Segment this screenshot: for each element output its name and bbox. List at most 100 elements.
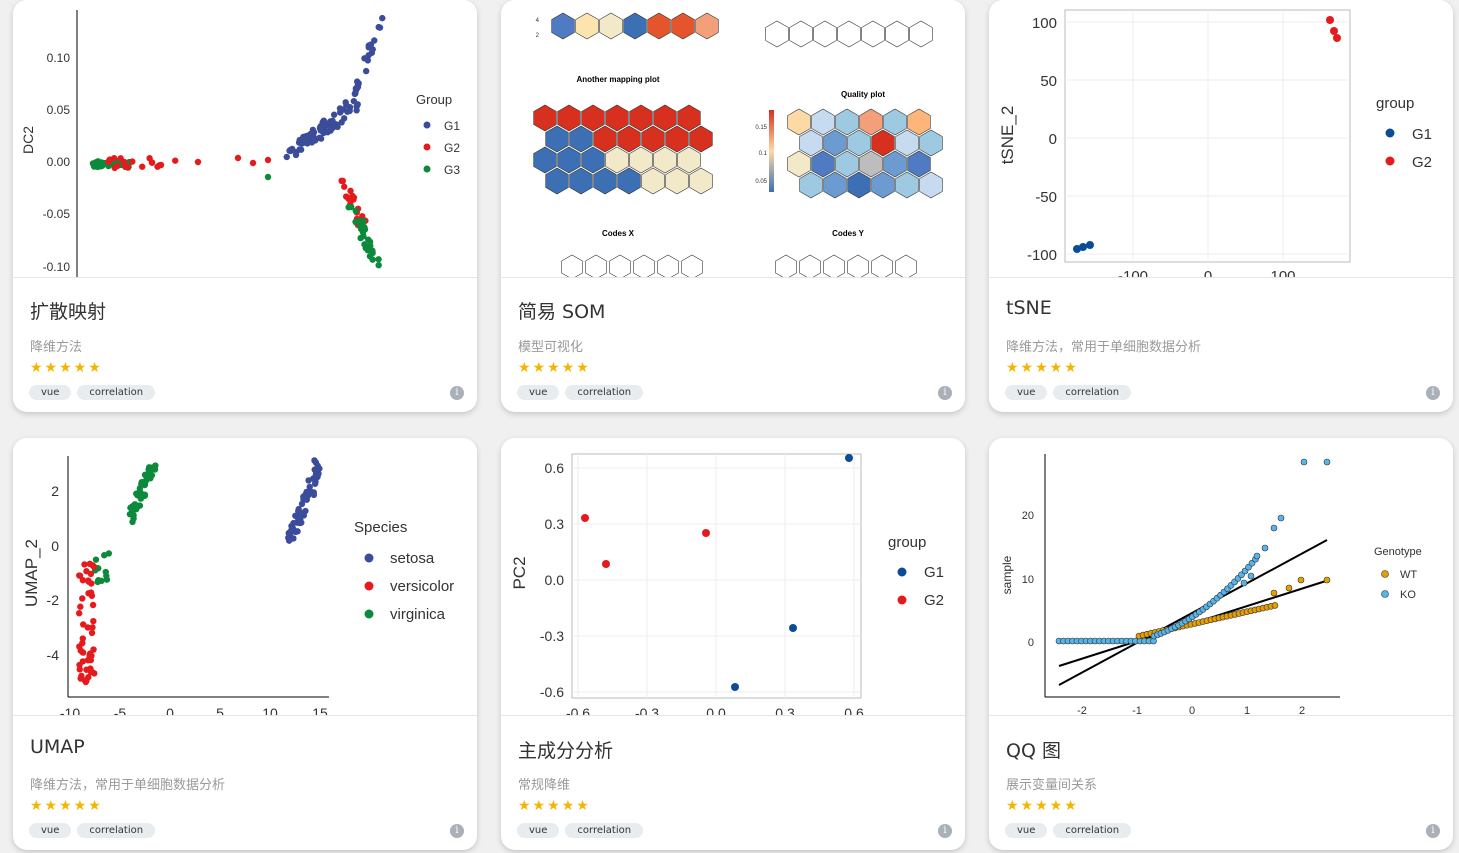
som-hex-cell xyxy=(823,171,847,199)
info-icon[interactable]: i xyxy=(1426,824,1440,838)
tag[interactable]: correlation xyxy=(565,823,644,838)
card-tsne[interactable]: 100 50 0 -50 -100 -100 0 100 tSNE_2 grou… xyxy=(989,0,1453,412)
scale-tick: 0.15 xyxy=(755,125,767,131)
divider xyxy=(13,277,477,278)
som-hex-cell xyxy=(871,129,895,157)
scale-tick: 2 xyxy=(536,33,540,39)
som-hex-cell xyxy=(823,129,847,157)
som-hex-cell xyxy=(907,108,931,136)
xtick: 0.3 xyxy=(775,705,795,715)
card-qq[interactable]: 20 10 0 -2 -1 0 1 2 sample Genotype WT K… xyxy=(989,438,1453,850)
som-hex-cell xyxy=(871,171,895,199)
scatter-point xyxy=(79,635,86,642)
tag[interactable]: correlation xyxy=(1053,385,1132,400)
som-hex-cell xyxy=(895,171,919,199)
scatter-point xyxy=(350,97,358,105)
scatter-point xyxy=(89,601,97,609)
scatter-point xyxy=(336,109,344,116)
xtick: 0 xyxy=(1189,705,1195,715)
tag[interactable]: vue xyxy=(517,385,560,400)
tag[interactable]: correlation xyxy=(77,385,156,400)
ytick: -0.3 xyxy=(540,628,564,644)
tag[interactable]: vue xyxy=(29,385,72,400)
scatter-point xyxy=(249,159,257,167)
scatter-point xyxy=(139,163,146,170)
scatter-point xyxy=(364,57,372,64)
som-hex-cell xyxy=(641,125,665,153)
info-icon[interactable]: i xyxy=(938,386,952,400)
som-hex-cell xyxy=(895,129,919,157)
scatter-point xyxy=(1323,576,1331,584)
som-hex-cell xyxy=(775,254,797,277)
legend-item: G2 xyxy=(924,592,944,609)
info-icon[interactable]: i xyxy=(450,386,464,400)
scatter-point xyxy=(148,159,156,166)
som-hex-cell xyxy=(641,167,665,195)
scatter-point xyxy=(306,483,313,491)
som-hex-cell xyxy=(847,171,871,199)
qq-plot: 20 10 0 -2 -1 0 1 2 sample Genotype WT K… xyxy=(989,438,1453,715)
card-umap[interactable]: 2 0 -2 -4 -10 -5 0 5 10 15 UMAP_2 Specie… xyxy=(13,438,477,850)
som-hex-cell xyxy=(919,171,943,199)
scatter-point xyxy=(77,675,84,682)
card-som[interactable]: Another mapping plot Quality plot Codes … xyxy=(501,0,965,412)
som-hex-cell xyxy=(861,20,885,48)
ytick: 50 xyxy=(1040,73,1057,90)
som-hex-cell xyxy=(569,167,593,195)
tag[interactable]: vue xyxy=(1005,823,1048,838)
scatter-point xyxy=(345,195,352,203)
tag[interactable]: vue xyxy=(29,823,72,838)
scatter-point xyxy=(286,147,293,154)
xtick: -10 xyxy=(60,705,80,715)
info-icon[interactable]: i xyxy=(450,824,464,838)
xtick: 0.6 xyxy=(844,705,864,715)
ytick: -0.6 xyxy=(540,684,564,700)
legend-title: Group xyxy=(416,92,452,107)
tag[interactable]: correlation xyxy=(565,385,644,400)
som-hex-cell xyxy=(653,146,677,174)
scatter-point xyxy=(321,127,329,134)
scatter-point xyxy=(317,135,325,142)
som-hex-cell xyxy=(835,108,859,136)
som-hex-cell xyxy=(617,125,641,153)
info-icon[interactable]: i xyxy=(1426,386,1440,400)
scatter-point xyxy=(292,512,299,519)
scatter-point xyxy=(89,562,96,569)
scatter-point xyxy=(141,491,149,498)
legend-item: setosa xyxy=(390,550,435,567)
som-hex-cell xyxy=(561,254,583,277)
xtick: -2 xyxy=(1077,705,1087,715)
xtick: 5 xyxy=(216,705,224,715)
scatter-point xyxy=(297,516,304,524)
tag[interactable]: correlation xyxy=(1053,823,1132,838)
scatter-point xyxy=(1253,552,1261,560)
scatter-point xyxy=(133,490,140,497)
legend-item: G1 xyxy=(444,119,460,133)
tag[interactable]: vue xyxy=(1005,385,1048,400)
xtick: -100 xyxy=(1118,268,1148,277)
card-pca[interactable]: 0.6 0.3 0.0 -0.3 -0.6 -0.6 -0.3 0.0 0.3 … xyxy=(501,438,965,850)
scatter-point xyxy=(343,102,350,109)
scatter-point xyxy=(264,156,272,164)
scatter-point xyxy=(92,556,100,563)
scatter-point xyxy=(379,14,386,22)
scatter-point xyxy=(303,496,310,503)
scatter-point xyxy=(338,177,345,185)
tag[interactable]: vue xyxy=(517,823,560,838)
scatter-point xyxy=(85,578,92,585)
scatter-point xyxy=(360,224,367,231)
y-axis-label: DC2 xyxy=(20,126,36,154)
som-hex-cell xyxy=(609,254,631,277)
tag[interactable]: correlation xyxy=(77,823,156,838)
som-hex-cell xyxy=(885,20,909,48)
som-hex-cell xyxy=(847,129,871,157)
info-icon[interactable]: i xyxy=(938,824,952,838)
som-hex-cell xyxy=(919,129,943,157)
som-label: Codes Y xyxy=(832,229,865,238)
card-diffusion-map[interactable]: 0.10 0.05 0.00 -0.05 -0.10 DC2 Group G1 … xyxy=(13,0,477,412)
scatter-point xyxy=(102,568,109,576)
scatter-point xyxy=(117,155,124,162)
legend-item: WT xyxy=(1400,569,1417,581)
scatter-point xyxy=(309,126,317,134)
scatter-point xyxy=(83,568,90,575)
